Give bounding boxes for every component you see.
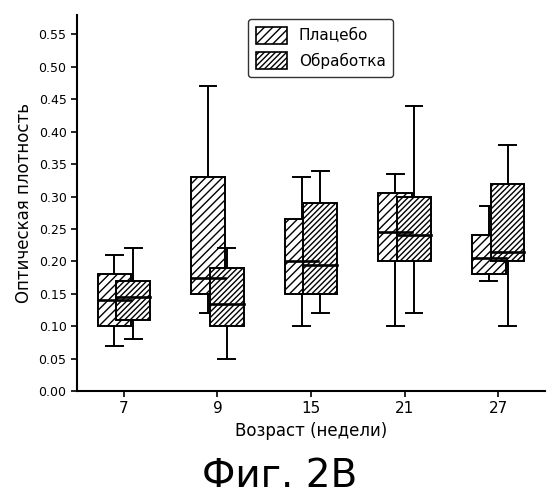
Bar xyxy=(397,196,431,262)
Bar xyxy=(116,281,150,320)
Bar xyxy=(97,274,131,326)
Bar xyxy=(191,177,225,294)
Bar xyxy=(210,268,244,326)
Bar xyxy=(304,203,337,294)
Y-axis label: Оптическая плотность: Оптическая плотность xyxy=(15,103,33,303)
Bar xyxy=(379,194,412,262)
Text: Фиг. 2В: Фиг. 2В xyxy=(202,457,358,495)
Legend: Плацебо, Обработка: Плацебо, Обработка xyxy=(249,19,393,77)
Bar xyxy=(472,236,506,275)
Bar xyxy=(491,184,524,262)
Bar xyxy=(285,219,319,294)
X-axis label: Возраст (недели): Возраст (недели) xyxy=(235,422,387,440)
